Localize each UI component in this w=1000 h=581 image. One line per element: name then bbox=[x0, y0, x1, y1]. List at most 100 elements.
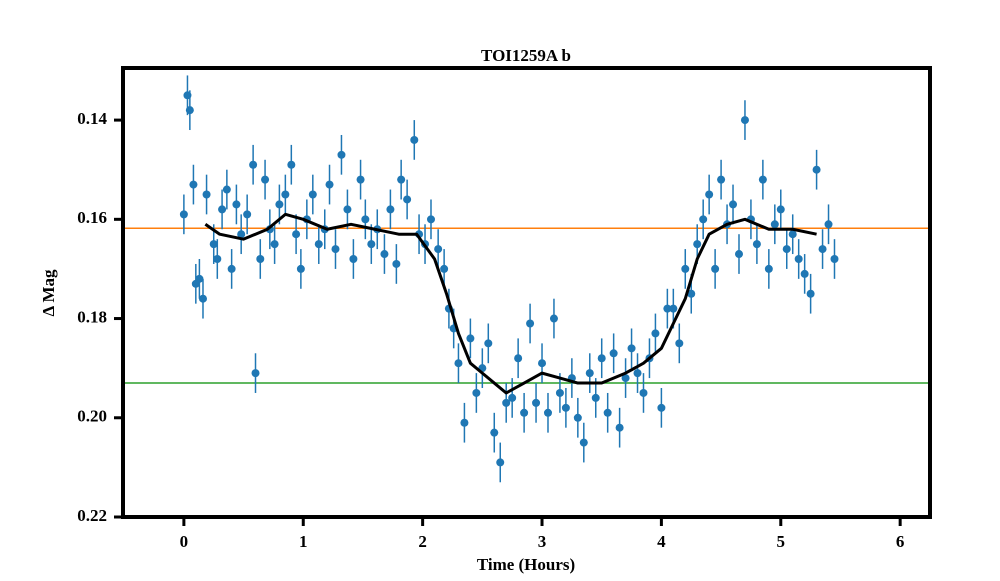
data-point bbox=[232, 200, 241, 209]
data-point bbox=[343, 205, 352, 214]
data-point bbox=[579, 438, 588, 447]
data-point bbox=[591, 393, 600, 402]
data-point bbox=[198, 294, 207, 303]
data-point bbox=[331, 245, 340, 254]
x-tick-label: 5 bbox=[777, 532, 786, 551]
data-point bbox=[687, 289, 696, 298]
data-point bbox=[287, 160, 296, 169]
data-point bbox=[657, 403, 666, 412]
data-point bbox=[603, 408, 612, 417]
data-point bbox=[663, 304, 672, 313]
data-point bbox=[454, 359, 463, 368]
data-point bbox=[812, 165, 821, 174]
data-point bbox=[573, 413, 582, 422]
data-point bbox=[538, 359, 547, 368]
data-point bbox=[466, 334, 475, 343]
y-tick-label: 0.20 bbox=[77, 407, 107, 426]
data-point bbox=[243, 210, 252, 219]
data-point bbox=[699, 215, 708, 224]
y-tick-label: 0.14 bbox=[77, 109, 107, 128]
y-axis-label: Δ Mag bbox=[39, 269, 58, 317]
x-axis-label: Time (Hours) bbox=[477, 555, 575, 574]
data-point bbox=[292, 230, 301, 239]
data-point bbox=[367, 240, 376, 249]
data-point bbox=[788, 230, 797, 239]
x-tick-label: 2 bbox=[418, 532, 427, 551]
data-point bbox=[410, 135, 419, 144]
data-point bbox=[734, 250, 743, 259]
data-point bbox=[824, 220, 833, 229]
data-point bbox=[711, 264, 720, 273]
data-point bbox=[222, 185, 231, 194]
data-point bbox=[426, 215, 435, 224]
data-point bbox=[218, 205, 227, 214]
data-point bbox=[202, 190, 211, 199]
data-point bbox=[639, 388, 648, 397]
data-point bbox=[434, 245, 443, 254]
data-point bbox=[209, 240, 218, 249]
y-tick-label: 0.22 bbox=[77, 506, 107, 525]
data-point bbox=[514, 354, 523, 363]
data-point bbox=[189, 180, 198, 189]
x-tick-label: 6 bbox=[896, 532, 905, 551]
data-point bbox=[472, 388, 481, 397]
data-point bbox=[249, 160, 258, 169]
data-point bbox=[651, 329, 660, 338]
data-point bbox=[549, 314, 558, 323]
data-point bbox=[717, 175, 726, 184]
data-point bbox=[397, 175, 406, 184]
y-tick-label: 0.16 bbox=[77, 208, 107, 227]
data-point bbox=[380, 250, 389, 259]
data-point bbox=[392, 259, 401, 268]
data-point bbox=[356, 175, 365, 184]
data-point bbox=[752, 240, 761, 249]
x-tick-label: 4 bbox=[657, 532, 666, 551]
data-point bbox=[609, 349, 618, 358]
data-point bbox=[597, 354, 606, 363]
data-point bbox=[681, 264, 690, 273]
x-tick-label: 3 bbox=[538, 532, 547, 551]
x-tick-label: 0 bbox=[180, 532, 189, 551]
data-point bbox=[585, 369, 594, 378]
data-point bbox=[555, 388, 564, 397]
data-point bbox=[496, 458, 505, 467]
data-point bbox=[758, 175, 767, 184]
data-point bbox=[484, 339, 493, 348]
data-point bbox=[794, 255, 803, 264]
data-point bbox=[705, 190, 714, 199]
data-point bbox=[627, 344, 636, 353]
data-point bbox=[526, 319, 535, 328]
chart-title: TOI1259A b bbox=[481, 46, 571, 65]
data-point bbox=[729, 200, 738, 209]
data-point bbox=[179, 210, 188, 219]
data-point bbox=[256, 255, 265, 264]
data-point bbox=[532, 398, 541, 407]
data-point bbox=[386, 205, 395, 214]
data-point bbox=[621, 374, 630, 383]
data-point bbox=[675, 339, 684, 348]
data-point bbox=[693, 240, 702, 249]
data-point bbox=[669, 304, 678, 313]
data-point bbox=[782, 245, 791, 254]
data-point bbox=[237, 230, 246, 239]
data-point bbox=[361, 215, 370, 224]
data-point bbox=[337, 150, 346, 159]
data-point bbox=[633, 369, 642, 378]
data-point bbox=[800, 269, 809, 278]
data-point bbox=[440, 264, 449, 273]
data-point bbox=[561, 403, 570, 412]
data-point bbox=[314, 240, 323, 249]
data-point bbox=[185, 106, 194, 115]
data-point bbox=[227, 264, 236, 273]
data-point bbox=[764, 264, 773, 273]
data-point bbox=[806, 289, 815, 298]
data-point bbox=[740, 116, 749, 125]
data-point bbox=[281, 190, 290, 199]
data-point bbox=[270, 240, 279, 249]
data-point bbox=[818, 245, 827, 254]
plot-frame bbox=[121, 66, 932, 519]
data-point bbox=[460, 418, 469, 427]
data-point bbox=[776, 205, 785, 214]
data-point bbox=[830, 255, 839, 264]
data-point bbox=[770, 220, 779, 229]
